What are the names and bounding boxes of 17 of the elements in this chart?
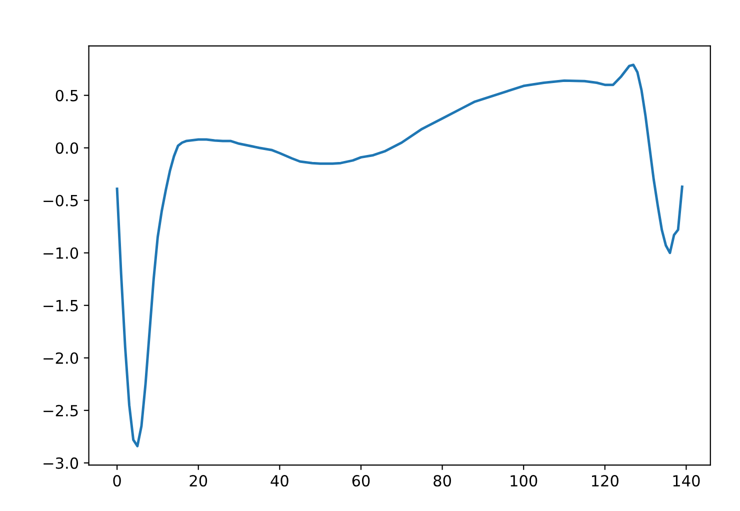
x-tick-label: 0 [113, 475, 121, 487]
y-tick-label: −1.5 [44, 300, 78, 312]
x-tick-label: 60 [352, 475, 370, 487]
line-series [116, 64, 684, 448]
x-tick-label: 20 [190, 475, 208, 487]
x-tick-label: 40 [270, 475, 288, 487]
y-tick-label: −1.0 [44, 247, 78, 259]
y-tick-label: −2.0 [44, 352, 78, 364]
x-tick-label: 80 [434, 475, 451, 487]
y-tick-label: −0.5 [44, 194, 78, 206]
y-tick-label: −2.5 [44, 404, 78, 416]
x-tick-label: 140 [673, 475, 700, 487]
y-tick-label: −3.0 [44, 457, 78, 469]
y-tick-label: 0.5 [56, 90, 78, 102]
x-tick-label: 120 [592, 475, 618, 487]
x-tick-label: 100 [510, 475, 538, 487]
y-tick-label: 0.0 [56, 142, 78, 154]
